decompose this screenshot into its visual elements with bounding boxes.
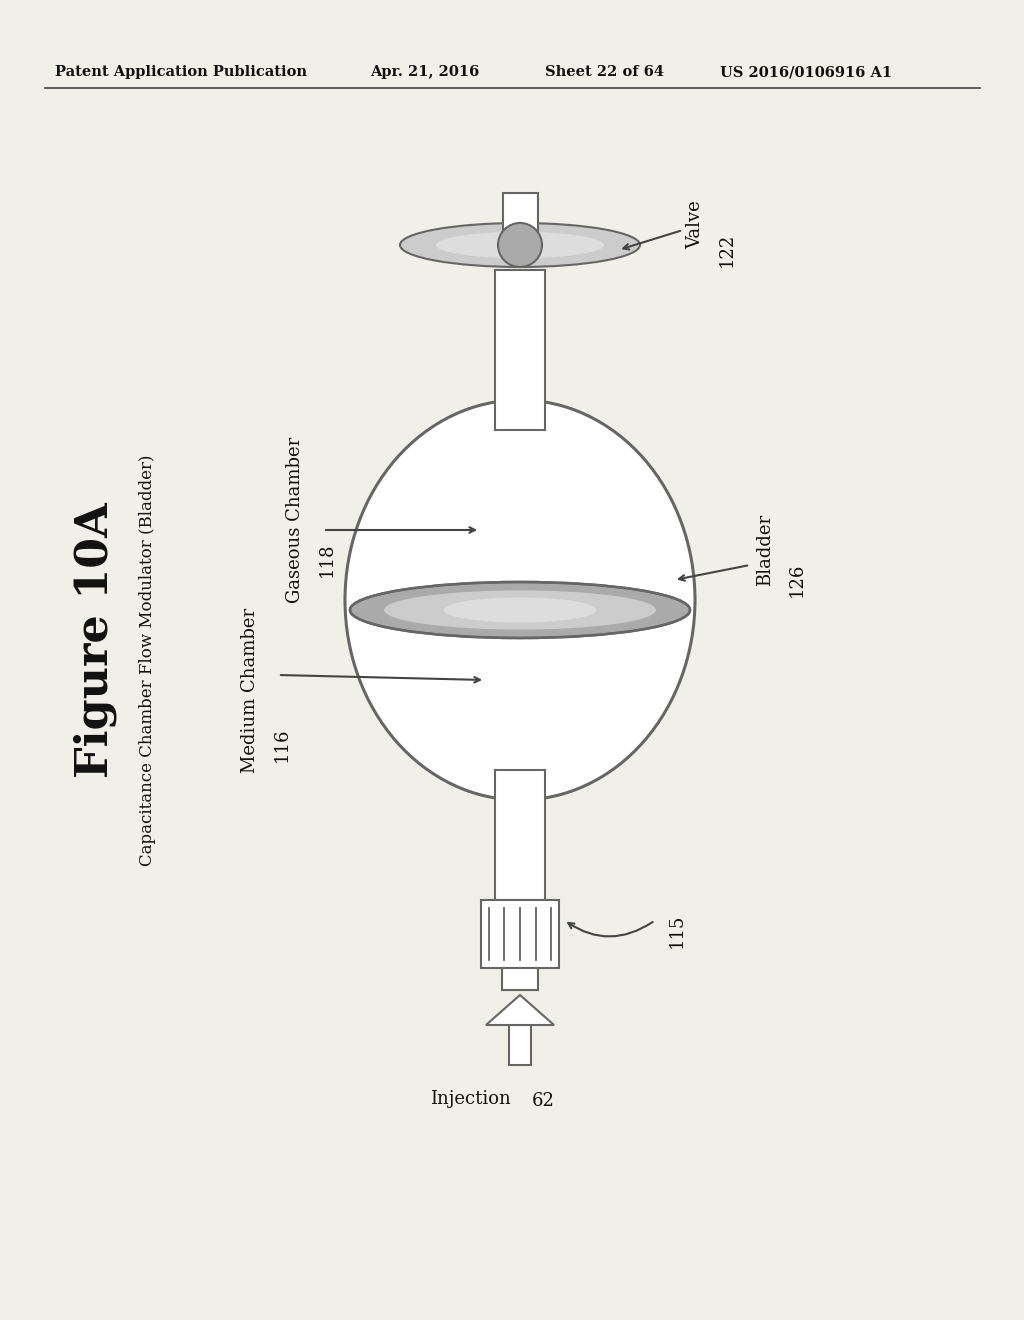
Text: Valve: Valve [686,201,705,249]
Bar [495,271,545,430]
Text: 116: 116 [273,727,291,762]
Text: 122: 122 [718,232,736,267]
Text: US 2016/0106916 A1: US 2016/0106916 A1 [720,65,892,79]
Ellipse shape [498,223,542,267]
Text: Figure 10A: Figure 10A [74,502,117,777]
Text: Patent Application Publication: Patent Application Publication [55,65,307,79]
Text: Capacitance Chamber Flow Modulator (Bladder): Capacitance Chamber Flow Modulator (Blad… [139,454,157,866]
Text: Bladder: Bladder [756,513,774,586]
Ellipse shape [436,232,604,259]
Text: Medium Chamber: Medium Chamber [241,607,259,772]
Text: Injection: Injection [430,1090,510,1107]
Text: 126: 126 [788,562,806,597]
Text: Gaseous Chamber: Gaseous Chamber [286,437,304,603]
Ellipse shape [443,598,597,623]
Text: 115: 115 [668,913,686,948]
Bar [503,193,538,246]
Polygon shape [486,995,554,1026]
Ellipse shape [350,582,690,638]
Bar [509,1026,531,1065]
Bar [495,770,545,900]
Text: Sheet 22 of 64: Sheet 22 of 64 [545,65,664,79]
Bar [481,900,559,968]
Text: Apr. 21, 2016: Apr. 21, 2016 [370,65,479,79]
Bar [502,968,538,990]
Ellipse shape [384,590,656,630]
Text: 118: 118 [318,543,336,577]
Ellipse shape [400,223,640,267]
Text: 62: 62 [532,1092,555,1110]
Ellipse shape [345,400,695,800]
